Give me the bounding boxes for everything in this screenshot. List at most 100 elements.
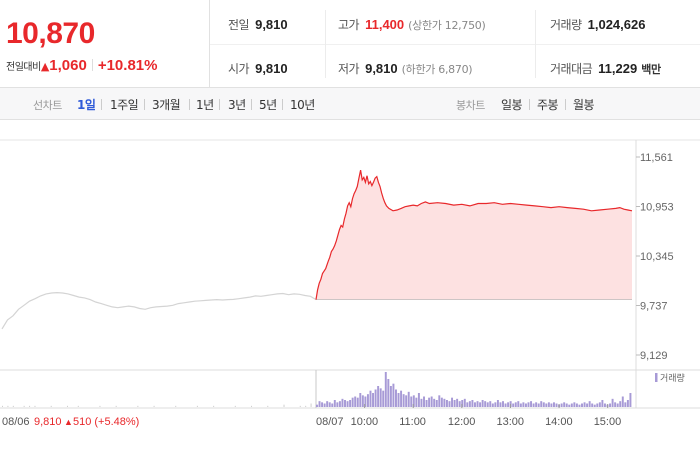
volume-bar bbox=[486, 402, 489, 407]
period-1w-button[interactable]: 1주일 bbox=[110, 98, 139, 112]
x-tick-label: 15:00 bbox=[594, 416, 622, 428]
stat-label: 거래량 bbox=[550, 18, 582, 32]
period-3m-button[interactable]: 3개월 bbox=[152, 98, 181, 112]
volume-bar bbox=[512, 403, 515, 407]
volume-bar bbox=[453, 400, 456, 407]
volume-bar bbox=[496, 400, 499, 407]
volume-bar bbox=[379, 388, 382, 407]
volume-bar bbox=[494, 402, 497, 407]
y-tick-label: 10,953 bbox=[640, 202, 674, 214]
volume-bar bbox=[356, 397, 359, 407]
volume-bar bbox=[12, 405, 14, 407]
volume-bar bbox=[468, 401, 471, 407]
period-1y-button[interactable]: 1년 bbox=[196, 98, 214, 112]
volume-bar bbox=[550, 403, 553, 407]
volume-bar bbox=[354, 396, 357, 407]
volume-bar bbox=[423, 396, 425, 407]
volume-bar bbox=[463, 398, 466, 407]
volume-bar bbox=[23, 405, 25, 407]
divider bbox=[210, 44, 700, 45]
prev-day-summary: 9,810 ▲510 (+5.48%) bbox=[34, 416, 139, 428]
line-chart-label: 선차트 bbox=[33, 99, 62, 112]
stat-trade-amount: 거래대금 11,229 백만 bbox=[550, 60, 661, 77]
volume-bar bbox=[456, 398, 459, 407]
volume-bar bbox=[545, 403, 548, 407]
period-1d-button[interactable]: 1일 bbox=[77, 98, 96, 112]
stat-label: 전일 bbox=[228, 18, 250, 32]
volume-bar bbox=[598, 402, 601, 407]
stat-unit: 백만 bbox=[641, 63, 661, 76]
volume-bar bbox=[547, 402, 550, 407]
period-3y-button[interactable]: 3년 bbox=[228, 98, 246, 112]
volume-bar bbox=[349, 400, 352, 407]
volume-bar bbox=[532, 403, 535, 407]
volume-bar bbox=[591, 403, 594, 407]
volume-bar bbox=[316, 404, 318, 407]
candle-weekly-button[interactable]: 주봉 bbox=[537, 98, 559, 112]
candle-monthly-button[interactable]: 월봉 bbox=[573, 98, 595, 112]
stat-label: 저가 bbox=[338, 62, 360, 76]
volume-bar bbox=[50, 405, 52, 407]
period-10y-button[interactable]: 10년 bbox=[290, 98, 315, 112]
volume-bar bbox=[338, 401, 341, 407]
volume-bar bbox=[491, 403, 494, 407]
divider bbox=[189, 99, 190, 110]
volume-bar bbox=[530, 401, 533, 407]
volume-bar bbox=[425, 400, 428, 407]
volume-bar bbox=[540, 401, 543, 407]
volume-bar bbox=[616, 403, 619, 407]
volume-bar bbox=[137, 405, 139, 407]
volume-bar bbox=[596, 403, 599, 407]
volume-bar bbox=[626, 400, 629, 407]
volume-bar bbox=[563, 402, 566, 407]
x-tick-label: 08/06 bbox=[2, 416, 30, 428]
volume-bar bbox=[318, 401, 321, 407]
volume-bar bbox=[407, 391, 410, 407]
chart-toolbar: 선차트 1일 1주일 3개월 1년 3년 5년 10년 봉차트 일봉 주봉 월봉 bbox=[0, 88, 700, 120]
stat-value: 9,810 bbox=[255, 61, 288, 76]
volume-bar bbox=[251, 405, 253, 407]
volume-bar bbox=[586, 403, 589, 407]
volume-bar bbox=[34, 405, 36, 407]
volume-bar bbox=[461, 400, 464, 407]
volume-bar bbox=[415, 397, 418, 407]
volume-bar bbox=[328, 402, 331, 407]
volume-bar bbox=[364, 396, 367, 407]
stat-prev-close: 전일 9,810 bbox=[228, 16, 288, 33]
x-tick-label: 14:00 bbox=[545, 416, 573, 428]
volume-bar bbox=[575, 403, 578, 407]
volume-bar bbox=[542, 402, 545, 407]
volume-bar bbox=[593, 404, 596, 407]
volume-bar bbox=[502, 401, 504, 407]
volume-bar bbox=[153, 405, 155, 407]
volume-bar bbox=[420, 398, 423, 407]
volume-bar bbox=[466, 402, 469, 407]
volume-bar bbox=[438, 395, 441, 407]
volume-bar bbox=[369, 390, 372, 407]
quote-header: 10,870 전일대비▲1,060 +10.81% 전일 9,810 시가 9,810… bbox=[0, 0, 700, 88]
divider bbox=[282, 99, 283, 110]
volume-bar bbox=[346, 401, 349, 407]
stat-low: 저가 9,810 (하한가 6,870) bbox=[338, 60, 473, 77]
change-row: 전일대비▲1,060 +10.81% bbox=[6, 55, 157, 74]
x-tick-label: 12:00 bbox=[448, 416, 476, 428]
stat-volume: 거래량 1,024,626 bbox=[550, 16, 645, 33]
volume-bar bbox=[405, 395, 408, 407]
stat-label: 시가 bbox=[228, 62, 250, 76]
volume-bar bbox=[213, 405, 215, 407]
period-5y-button[interactable]: 5년 bbox=[259, 98, 277, 112]
volume-bar bbox=[402, 394, 405, 407]
volume-bar bbox=[433, 398, 436, 407]
prev-change-percent: (+5.48%) bbox=[91, 416, 139, 428]
volume-bar bbox=[366, 394, 369, 407]
candle-daily-button[interactable]: 일봉 bbox=[501, 98, 523, 112]
volume-bar bbox=[428, 397, 431, 407]
volume-bar bbox=[417, 393, 420, 407]
divider bbox=[144, 99, 145, 110]
y-tick-label: 9,129 bbox=[640, 350, 668, 362]
x-tick-label: 11:00 bbox=[399, 416, 426, 428]
divider bbox=[325, 10, 326, 78]
volume-bar bbox=[471, 400, 474, 407]
volume-bar bbox=[629, 393, 632, 407]
